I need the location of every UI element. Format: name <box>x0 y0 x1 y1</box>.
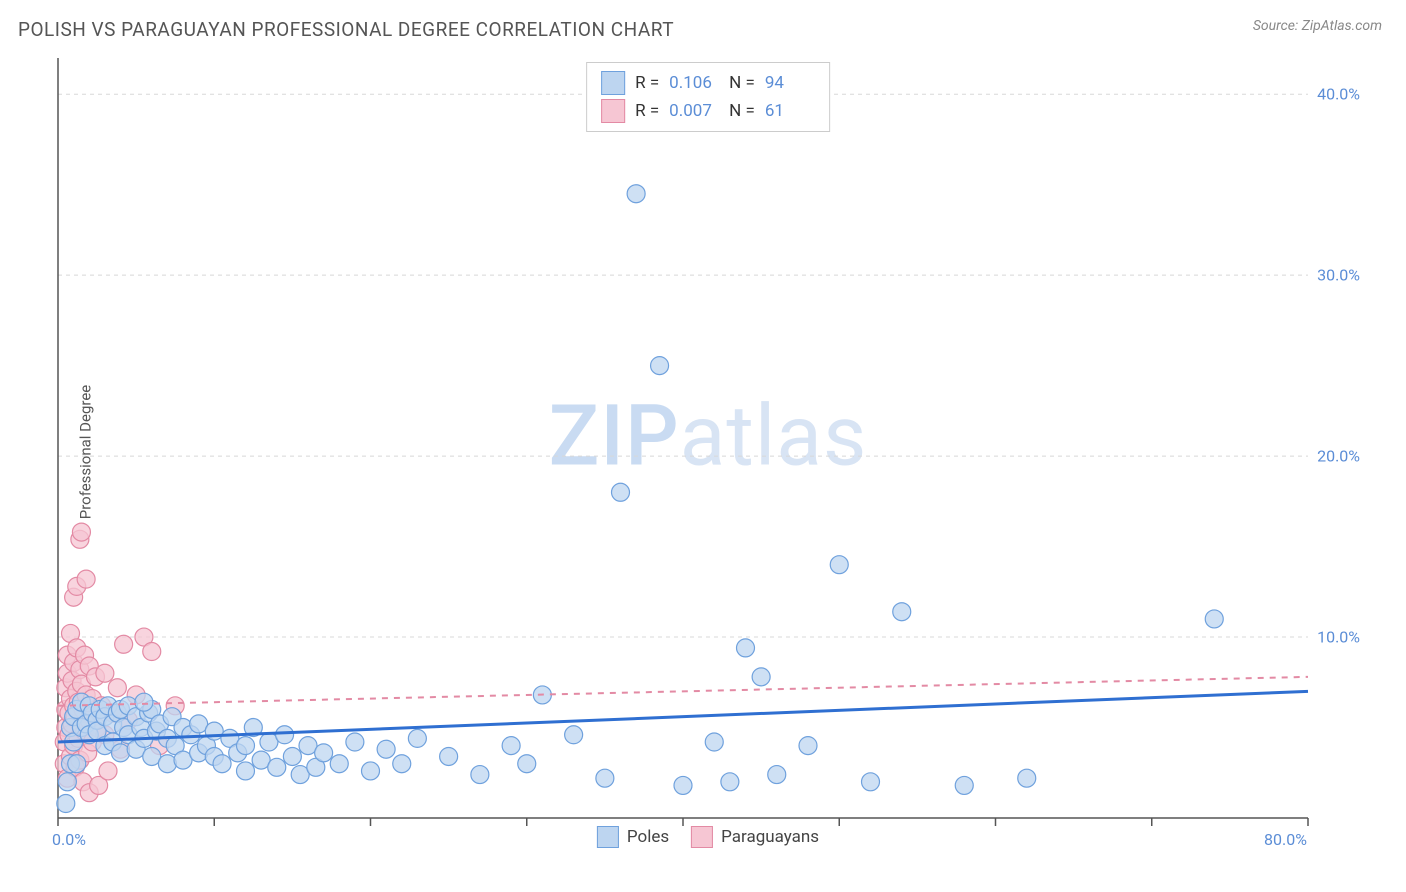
data-point <box>346 733 364 751</box>
x-tick-label: 80.0% <box>1264 830 1307 849</box>
data-point <box>471 766 489 784</box>
trendline <box>58 677 1308 706</box>
data-point <box>1018 769 1036 787</box>
data-point <box>112 744 130 762</box>
data-point <box>143 643 161 661</box>
data-point <box>955 776 973 794</box>
data-point <box>72 523 90 541</box>
data-point <box>237 737 255 755</box>
data-point <box>268 758 286 776</box>
scatter-plot-svg <box>48 58 1368 846</box>
r-value: 0.007 <box>669 101 719 121</box>
data-point <box>276 726 294 744</box>
data-point <box>674 776 692 794</box>
data-point <box>893 603 911 621</box>
r-value: 0.106 <box>669 73 719 93</box>
data-point <box>99 762 117 780</box>
data-point <box>565 726 583 744</box>
n-label: N = <box>729 101 755 121</box>
data-point <box>377 740 395 758</box>
legend-swatch <box>597 826 619 848</box>
data-point <box>330 755 348 773</box>
data-point <box>612 483 630 501</box>
data-point <box>752 668 770 686</box>
data-point <box>596 769 614 787</box>
r-label: R = <box>635 101 659 121</box>
legend-swatch <box>691 826 713 848</box>
data-point <box>77 570 95 588</box>
header: POLISH VS PARAGUAYAN PROFESSIONAL DEGREE… <box>0 0 1406 41</box>
data-point <box>57 795 75 813</box>
legend-item: Paraguayans <box>691 826 819 848</box>
data-point <box>862 773 880 791</box>
data-point <box>135 693 153 711</box>
legend-swatch <box>601 71 625 95</box>
correlation-legend: R = 0.106 N = 94 R = 0.007 N = 61 <box>586 62 830 132</box>
legend-label: Poles <box>627 827 669 847</box>
source-attribution: Source: ZipAtlas.com <box>1253 18 1382 34</box>
data-point <box>58 773 76 791</box>
legend-label: Paraguayans <box>721 827 819 847</box>
n-value: 61 <box>765 101 815 121</box>
data-point <box>115 635 133 653</box>
data-point <box>408 729 426 747</box>
trendline <box>58 691 1308 742</box>
legend-item: Poles <box>597 826 669 848</box>
legend-row: R = 0.007 N = 61 <box>601 97 815 125</box>
data-point <box>502 737 520 755</box>
data-point <box>799 737 817 755</box>
data-point <box>768 766 786 784</box>
y-tick-label: 20.0% <box>1317 447 1360 466</box>
chart-title: POLISH VS PARAGUAYAN PROFESSIONAL DEGREE… <box>18 18 674 41</box>
data-point <box>393 755 411 773</box>
x-tick-label: 0.0% <box>52 830 86 849</box>
r-label: R = <box>635 73 659 93</box>
data-point <box>1205 610 1223 628</box>
data-point <box>440 747 458 765</box>
data-point <box>651 357 669 375</box>
data-point <box>213 755 231 773</box>
data-point <box>315 744 333 762</box>
legend-row: R = 0.106 N = 94 <box>601 69 815 97</box>
data-point <box>627 185 645 203</box>
legend-swatch <box>601 99 625 123</box>
data-point <box>737 639 755 657</box>
data-point <box>705 733 723 751</box>
data-point <box>362 762 380 780</box>
y-tick-label: 10.0% <box>1317 628 1360 647</box>
data-point <box>237 762 255 780</box>
data-point <box>158 755 176 773</box>
n-value: 94 <box>765 73 815 93</box>
data-point <box>721 773 739 791</box>
data-point <box>283 747 301 765</box>
y-tick-label: 40.0% <box>1317 85 1360 104</box>
data-point <box>108 679 126 697</box>
chart-area: Professional Degree ZIPatlas R =0.106N =… <box>48 58 1368 846</box>
data-point <box>68 755 86 773</box>
series-legend: Poles Paraguayans <box>597 826 819 848</box>
data-point <box>518 755 536 773</box>
y-tick-label: 30.0% <box>1317 266 1360 285</box>
n-label: N = <box>729 73 755 93</box>
data-point <box>96 664 114 682</box>
data-point <box>830 556 848 574</box>
